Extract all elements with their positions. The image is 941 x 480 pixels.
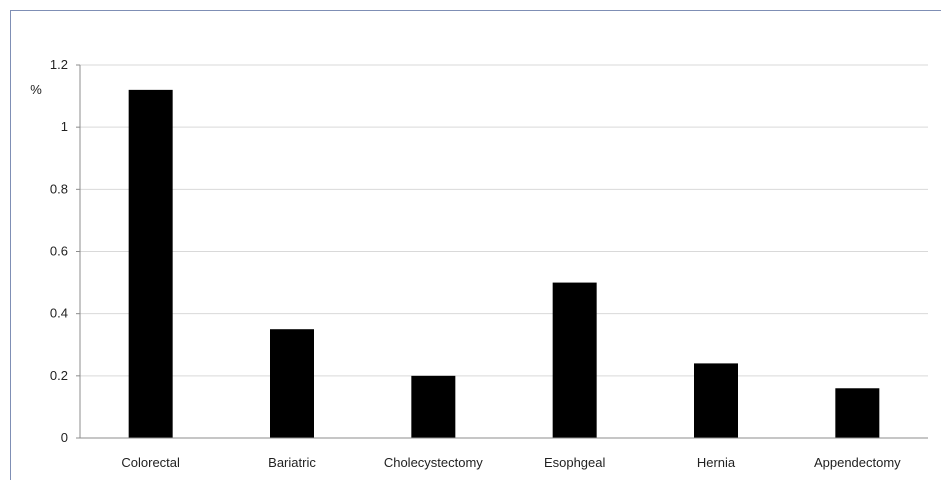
bars bbox=[128, 89, 880, 438]
y-tick-label: 1 bbox=[61, 119, 68, 134]
axes bbox=[76, 64, 928, 439]
bar-appendectomy bbox=[835, 388, 880, 438]
y-tick-label: 0.6 bbox=[50, 244, 68, 259]
y-tick-label: 0.8 bbox=[50, 181, 68, 196]
y-axis-unit-label: % bbox=[30, 82, 42, 97]
y-tick-label: 0.2 bbox=[50, 368, 68, 383]
y-tick-label: 0 bbox=[61, 430, 68, 445]
bar-bariatric bbox=[270, 329, 314, 438]
x-category-label: Colorectal bbox=[121, 455, 180, 470]
bar-cholecystectomy bbox=[411, 375, 456, 438]
gridlines bbox=[80, 64, 928, 377]
bar-colorectal bbox=[128, 89, 173, 438]
bar-hernia bbox=[694, 363, 738, 438]
x-category-labels: Colorectal Bariatric Cholecystectomy Esophg… bbox=[121, 455, 901, 470]
y-tick-labels: 0 0.2 0.4 0.6 0.8 1 1.2 bbox=[50, 57, 68, 445]
x-category-label: Bariatric bbox=[268, 455, 316, 470]
x-category-label: Esophgeal bbox=[544, 455, 606, 470]
y-tick-label: 1.2 bbox=[50, 57, 68, 72]
y-tick-label: 0.4 bbox=[50, 306, 68, 321]
x-category-label: Hernia bbox=[697, 455, 736, 470]
bar-chart: 0 0.2 0.4 0.6 0.8 1 1.2 Colorectal Bariatric Cho… bbox=[30, 57, 928, 470]
bar-esophgeal bbox=[552, 282, 597, 438]
x-category-label: Appendectomy bbox=[814, 455, 901, 470]
x-category-label: Cholecystectomy bbox=[384, 455, 483, 470]
